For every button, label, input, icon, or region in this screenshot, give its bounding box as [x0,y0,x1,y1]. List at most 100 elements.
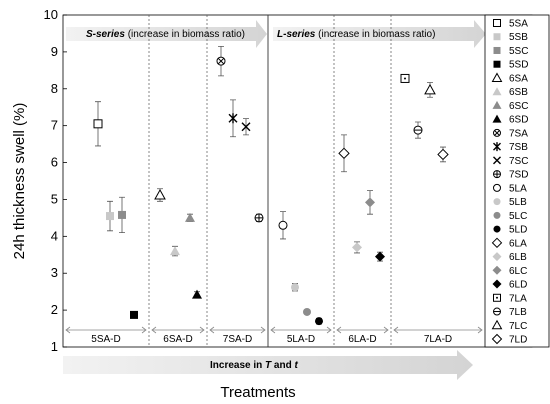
legend-label-6lc: 6LC [509,266,527,277]
increase-label: Increase in T and t [210,360,298,371]
legend-marker-6sc [492,100,502,109]
group-label: 6SA-D [163,334,192,345]
point-6sc [185,212,195,222]
legend-label-5sc: 5SC [509,46,528,57]
l-series-label: L-series (increase in biomass ratio) [277,29,435,40]
legend-marker-6la [491,237,503,249]
increase-arrow [63,350,473,380]
group-bracket-left [393,326,399,334]
s-series-desc: (increase in biomass ratio) [125,29,245,40]
point-7la [400,73,410,83]
point-5sd [130,310,138,319]
point-5lc [303,307,311,316]
legend-label-6sa: 6SA [509,73,528,84]
legend-marker-6sb [492,87,502,96]
legend-label-5ld: 5LD [509,225,527,236]
group-bracket-left [151,326,157,334]
legend-label-7sc: 7SC [509,156,528,167]
point-7sd [254,213,264,223]
group-bracket-right [383,326,389,334]
legend-marker-5sd [493,60,501,68]
point-7ld [437,148,449,161]
group-bracket-right [141,326,147,334]
y-axis-label: 24h thickness swell (%) [11,103,28,260]
increase-T: T [265,360,272,371]
increase-and: and [271,360,294,371]
point-7sc [241,122,251,132]
l-series-arrow [273,20,486,48]
legend-marker-7ld [491,333,503,345]
legend-label-6ld: 6LD [509,280,527,291]
group-label: 6LA-D [348,334,376,345]
legend-marker-5sa [493,19,501,27]
legend-label-6sd: 6SD [509,115,528,126]
legend-marker-5lc [493,211,501,219]
group-bracket-left [65,326,71,334]
point-6lb [352,242,362,253]
legend-marker-7sa [493,128,501,137]
increase-text: Increase in [210,360,265,371]
legend-marker-6lb [492,252,502,262]
point-7sa [216,56,226,66]
group-bracket-left [209,326,215,334]
point-6lc [365,197,375,208]
plot-frame [62,14,533,348]
legend-box [484,14,550,348]
y-tick-label: 7 [51,118,58,133]
legend-marker-5lb [493,198,501,206]
y-tick-label: 1 [51,339,58,354]
legend-marker-5sc [493,46,501,54]
legend-marker-7lc [491,319,503,330]
point-5sa [93,119,103,129]
l-series-name: L-series [277,29,316,40]
legend-label-7la: 7LA [509,293,527,304]
s-series-label: S-series (increase in biomass ratio) [86,29,245,40]
point-5sc [118,210,126,219]
y-tick-label: 10 [44,7,58,22]
y-tick-label: 6 [51,155,58,170]
x-axis-label: Treatments [220,384,295,401]
legend-marker-7sc [493,156,501,165]
group-label: 5LA-D [287,334,315,345]
l-series-desc: (increase in biomass ratio) [315,29,435,40]
group-bracket-right [477,326,483,334]
point-5ld [315,317,323,326]
legend-marker-5ld [493,225,501,233]
point-6sd [192,289,202,299]
group-dividers [148,15,392,347]
legend-label-7ld: 7LD [509,335,527,346]
point-6la [338,147,350,160]
legend-label-6sc: 6SC [509,101,528,112]
y-tick-label: 9 [51,44,58,59]
legend: 5SA 5SB 5SC 5SD 6SA 6SB 6SC 6SD 7SA 7SB 7SC 7SD 5LA 5… [491,19,528,346]
group-bracket-right [326,326,332,334]
group-brackets: 5SA-D 6SA-D 7SA-D 5LA-D 6LA-D 7LA-D [65,326,483,345]
point-5lb [291,283,299,292]
point-6ld [375,251,385,262]
s-series-arrow [66,20,267,48]
group-bracket-right [260,326,266,334]
group-bracket-left [336,326,342,334]
legend-label-7lb: 7LB [509,307,527,318]
group-bracket-left [270,326,276,334]
point-5la [278,220,288,230]
legend-label-5la: 5LA [509,183,527,194]
point-7lc [424,83,436,95]
point-7lb [413,125,423,135]
legend-marker-5sb [493,33,501,41]
legend-label-7sb: 7SB [509,142,528,153]
legend-marker-6sa [491,72,503,82]
legend-marker-6lc [492,265,502,275]
legend-label-5sb: 5SB [509,32,528,43]
legend-marker-6sd [492,114,502,123]
group-bracket-right [199,326,205,334]
legend-marker-7sd [493,170,501,179]
group-label: 7SA-D [223,334,252,345]
legend-label-6sb: 6SB [509,87,528,98]
legend-marker-7sb [493,142,501,152]
y-tick-label: 5 [51,191,58,206]
point-6sb [170,246,180,256]
legend-marker-7lb [493,307,501,316]
y-axis: 1 2 3 4 5 6 7 8 9 10 [44,7,67,354]
y-tick-label: 2 [51,302,58,317]
